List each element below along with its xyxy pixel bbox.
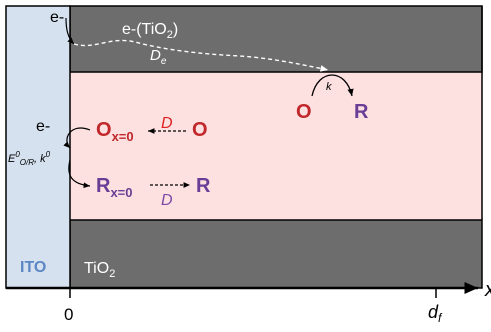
R-surface-label: Rx=0 xyxy=(96,175,133,200)
O-diffusion-coeff: D xyxy=(161,115,173,132)
electron-injection-arrow xyxy=(65,17,75,45)
R-diffusion-coeff: D xyxy=(161,192,173,209)
tio2-top-band xyxy=(69,5,483,73)
bulk-R-lower: R xyxy=(196,175,211,197)
electron-diffusion-label: De xyxy=(150,47,167,67)
x-axis-label: x xyxy=(484,279,491,301)
ito-label: ITO xyxy=(20,259,46,276)
origin-label: 0 xyxy=(64,305,73,324)
O-surface-label: Ox=0 xyxy=(96,119,134,144)
bulk-O-lower: O xyxy=(192,119,208,141)
electron-diffusion-path xyxy=(73,39,329,72)
electrode-oxidant-arrow xyxy=(63,127,91,149)
solution-region xyxy=(70,72,482,220)
rate-k-label: k xyxy=(326,81,332,93)
tio2-electron-label: e-(TiO2) xyxy=(122,21,178,41)
tio2-bottom-band xyxy=(69,219,483,289)
tio2-bottom-label: TiO2 xyxy=(84,260,115,280)
df-label: df xyxy=(428,302,443,325)
bulk-O-upper: O xyxy=(296,101,312,123)
rate-constant-label: E0O/R, k0 xyxy=(8,150,51,167)
electron-mid-label: e- xyxy=(36,118,50,135)
electron-top-label: e- xyxy=(50,9,64,26)
bulk-R-upper: R xyxy=(354,101,369,123)
reaction-arc-arrow xyxy=(311,74,354,97)
electrode-reduction-arrow xyxy=(68,159,91,189)
ito-electrode xyxy=(5,5,71,289)
